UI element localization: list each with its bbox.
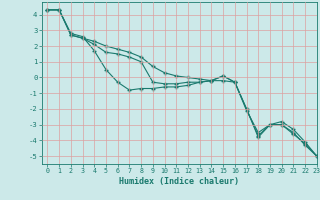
X-axis label: Humidex (Indice chaleur): Humidex (Indice chaleur) xyxy=(119,177,239,186)
